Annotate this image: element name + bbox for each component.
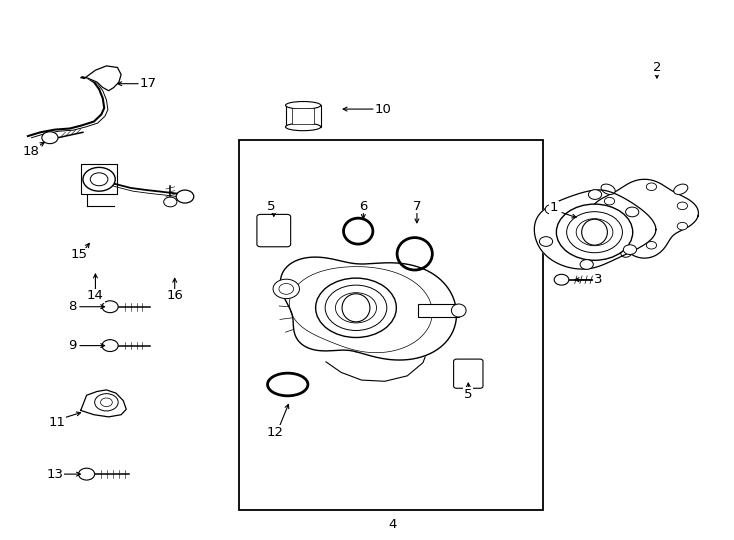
Polygon shape [81,390,126,417]
FancyBboxPatch shape [454,359,483,388]
Circle shape [625,207,639,217]
Circle shape [545,205,559,214]
Ellipse shape [601,184,615,194]
Polygon shape [590,179,699,258]
Ellipse shape [342,294,370,322]
Circle shape [554,274,569,285]
Circle shape [164,197,177,207]
Ellipse shape [451,304,466,317]
Text: 4: 4 [388,518,397,531]
Text: 10: 10 [375,103,391,116]
Text: 2: 2 [653,61,661,74]
Polygon shape [280,257,457,360]
Circle shape [316,278,396,338]
Circle shape [176,190,194,203]
Polygon shape [81,66,121,91]
Circle shape [556,204,633,260]
Circle shape [567,212,622,253]
Text: 6: 6 [359,200,368,213]
Bar [81,164,117,194]
Bar [286,105,321,127]
Circle shape [677,202,688,210]
Circle shape [604,198,614,205]
Ellipse shape [674,184,688,194]
Text: 9: 9 [68,339,76,352]
Circle shape [539,237,553,246]
Circle shape [102,301,118,313]
Text: 5: 5 [464,388,473,401]
Polygon shape [534,190,656,269]
Circle shape [335,293,377,323]
Text: 14: 14 [87,289,103,302]
Circle shape [580,260,593,269]
Circle shape [83,167,115,191]
Bar [292,108,314,124]
Text: 5: 5 [267,200,276,213]
Circle shape [604,227,614,234]
Circle shape [677,222,688,230]
Circle shape [623,245,636,254]
Circle shape [576,219,613,246]
Circle shape [90,173,108,186]
Text: 15: 15 [70,248,88,261]
FancyBboxPatch shape [257,214,291,247]
Circle shape [79,468,95,480]
Text: 17: 17 [139,77,157,90]
Text: 12: 12 [266,426,284,438]
Text: 1: 1 [550,201,559,214]
Ellipse shape [286,102,321,109]
Circle shape [101,398,112,407]
Ellipse shape [582,219,608,245]
Circle shape [647,241,657,249]
Circle shape [42,132,58,144]
Text: 3: 3 [594,273,603,286]
Bar [418,304,459,317]
Text: 16: 16 [167,289,183,302]
Text: 11: 11 [48,416,66,429]
Bar [239,140,543,510]
Circle shape [102,340,118,352]
Circle shape [273,279,299,299]
Text: 13: 13 [46,468,64,481]
Ellipse shape [621,246,633,257]
Text: 18: 18 [23,145,39,158]
Circle shape [325,285,387,330]
Text: 8: 8 [68,300,76,313]
Circle shape [95,394,118,411]
Ellipse shape [286,123,321,131]
Circle shape [647,183,657,191]
Circle shape [589,190,602,199]
Text: 7: 7 [413,200,421,213]
Circle shape [279,284,294,294]
